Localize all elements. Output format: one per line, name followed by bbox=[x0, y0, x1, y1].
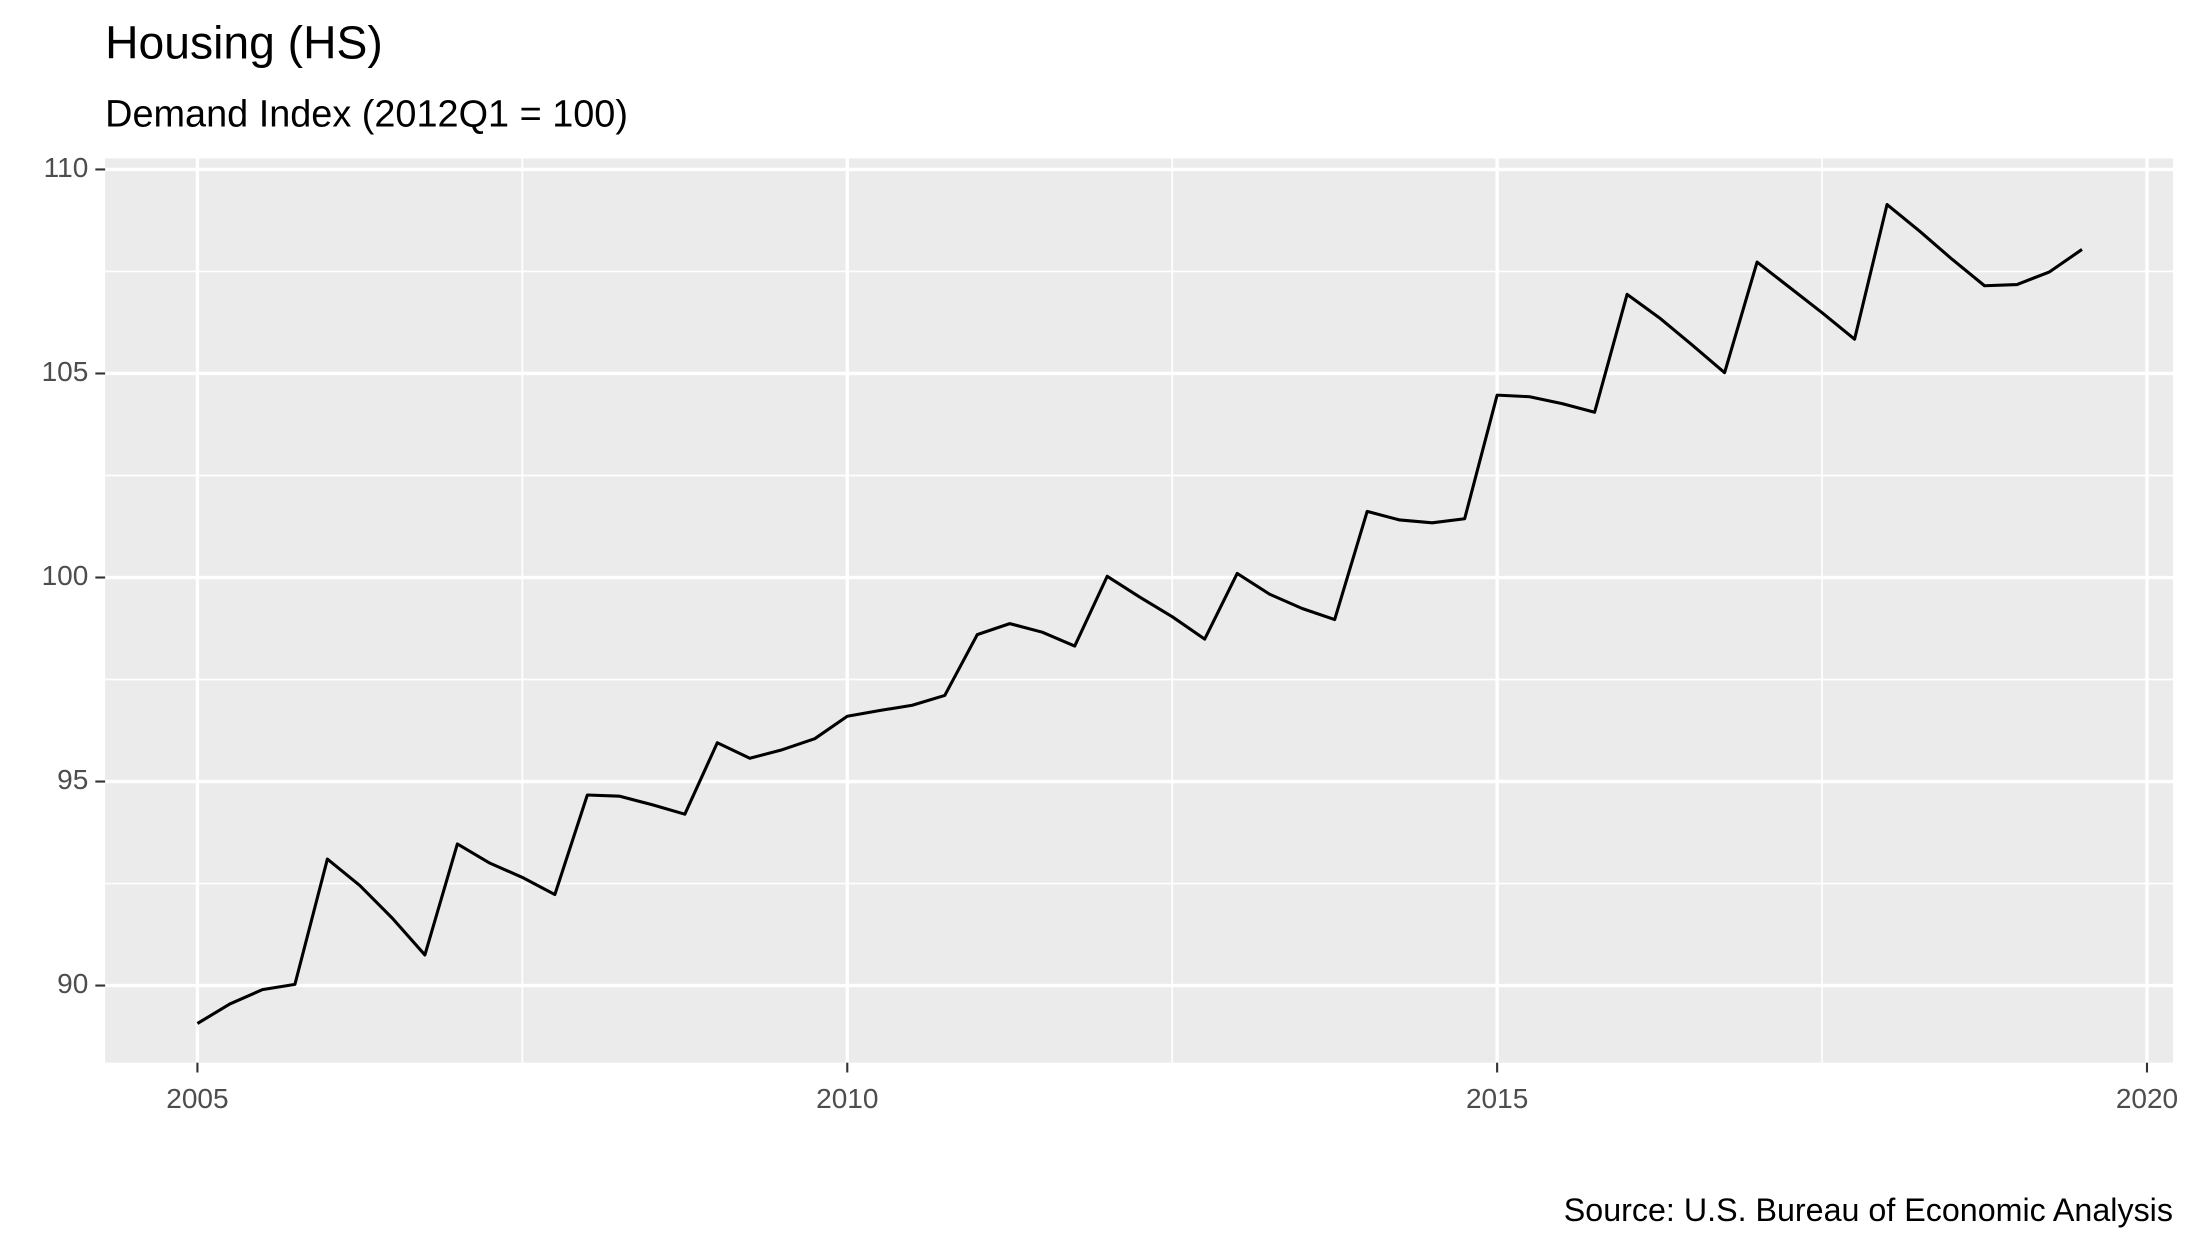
chart-title: Housing (HS) bbox=[105, 17, 383, 69]
x-tick-label: 2005 bbox=[166, 1083, 228, 1114]
y-tick-label: 90 bbox=[57, 968, 88, 999]
plot-panel bbox=[105, 158, 2173, 1063]
y-tick-label: 105 bbox=[42, 356, 89, 387]
chart-subtitle: Demand Index (2012Q1 = 100) bbox=[105, 93, 628, 135]
x-tick-label: 2020 bbox=[2116, 1083, 2178, 1114]
y-tick-label: 95 bbox=[57, 764, 88, 795]
chart-caption: Source: U.S. Bureau of Economic Analysis bbox=[1564, 1192, 2173, 1228]
y-tick-label: 100 bbox=[42, 560, 89, 591]
data-line bbox=[196, 203, 2083, 1025]
x-tick-label: 2010 bbox=[816, 1083, 878, 1114]
y-tick-label: 110 bbox=[44, 152, 89, 183]
x-tick-label: 2015 bbox=[1466, 1083, 1528, 1114]
